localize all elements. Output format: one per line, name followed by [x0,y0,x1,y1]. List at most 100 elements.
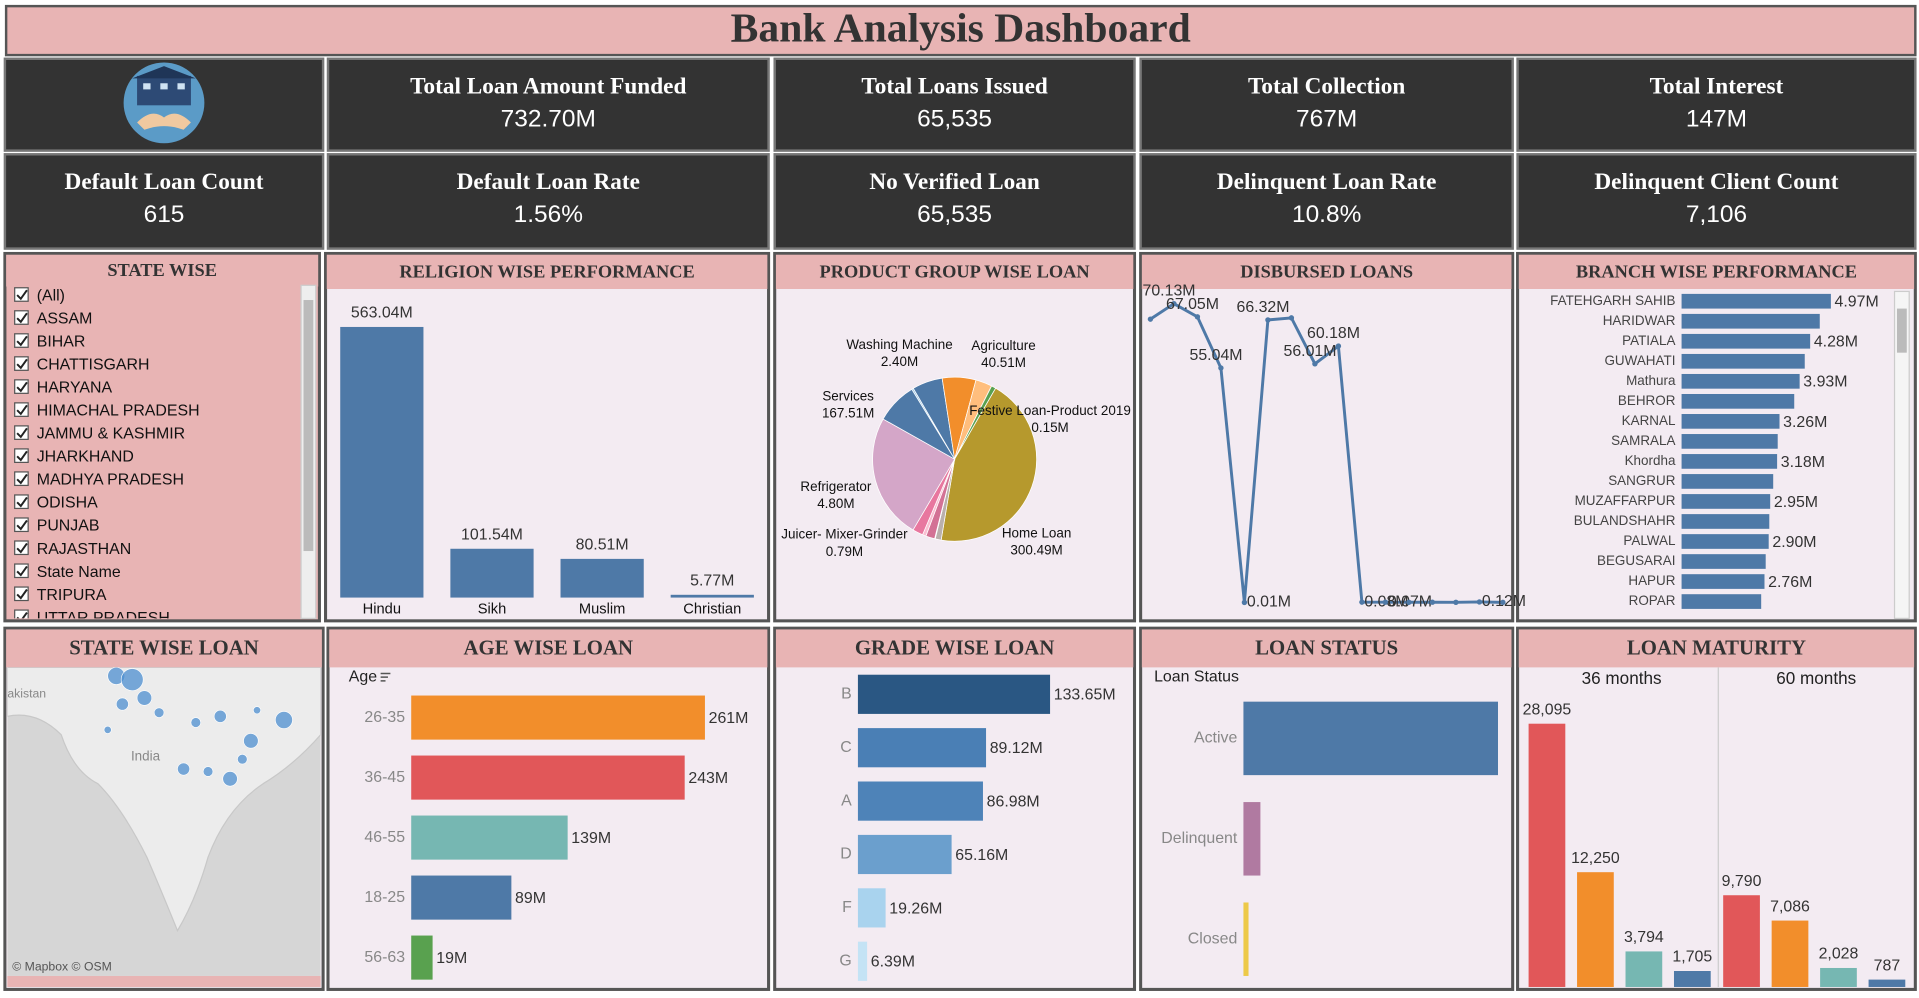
y-tick-label: A [841,792,852,809]
panel-header [1141,254,1512,289]
line-point [1429,599,1436,605]
check-mark [16,565,28,577]
y-tick-label: SAMRALA [1611,433,1675,448]
data-label: 80.51M [576,537,629,554]
scrollbar [1893,290,1910,620]
kpi-label: Total Interest [1650,73,1784,99]
kpi-box [326,153,770,250]
checkbox [14,448,29,463]
slice-value: 0.79M [826,544,863,559]
y-tick-label: F [842,899,852,916]
dashboard-title: Bank Analysis Dashboard [731,5,1191,51]
kpi-box [1139,57,1514,152]
bar [411,875,512,920]
map-bubble [237,754,248,765]
data-label: 261M [709,710,749,727]
kpi-label: Total Loan Amount Funded [410,73,686,99]
check-mark [16,519,28,531]
data-label: 89.12M [990,740,1043,757]
kpi-label: Default Loan Count [65,169,264,195]
map-bubble [253,706,261,715]
kpi-box [1516,57,1917,152]
y-tick-label: BULANDSHAHR [1574,513,1676,528]
x-tick-label: Hindu [363,602,401,618]
bar [340,326,424,598]
data-label: 3.26M [1783,414,1827,431]
data-label: 86.98M [987,794,1040,811]
data-label: 12,250 [1571,850,1620,867]
bar [857,728,987,768]
check-mark [16,588,28,600]
data-label: 66.32M [1236,299,1289,316]
sort-icon [380,672,391,682]
map-bubble [243,733,259,749]
slice-value: 2.40M [881,354,918,369]
line-point [1265,317,1271,323]
data-label: 55.04M [1189,347,1242,364]
line [1149,301,1503,604]
line-point [1288,315,1295,321]
line-point [1382,599,1389,605]
y-tick-label: ROPAR [1629,593,1676,608]
panel [3,251,321,623]
bar [857,674,1051,714]
kpi-value: 7,106 [1686,201,1747,228]
map-bubble [177,762,191,776]
data-label: 133.65M [1054,687,1116,704]
line-point [1335,343,1342,349]
kpi-label: Total Loans Issued [861,73,1048,99]
map: akistan India © Mapbox © OSM [7,667,321,976]
y-tick-label: FATEHGARH SAHIB [1550,293,1675,308]
line-point [1359,599,1365,605]
line-point [1500,599,1506,606]
slice-value: 167.51M [822,405,874,420]
data-label: 60.18M [1307,325,1360,342]
axis-title: Age [349,668,377,685]
panel-header [329,629,768,668]
bar-group: FATEHGARH SAHIB 4.97M HARIDWAR PATIALA 4.28M… [1550,293,1879,609]
checkbox [14,379,29,394]
check-mark [16,335,28,347]
kpi-box [773,153,1136,250]
kpi-value: 10.8% [1292,201,1361,228]
bar [1528,723,1566,987]
data-label: 2.95M [1774,494,1818,511]
x-tick-label: Sikh [478,602,507,618]
bar [1681,514,1770,529]
group-label: 36 months [1582,668,1662,688]
panel-header [326,254,768,289]
bar [450,548,534,598]
line-point [1218,365,1224,371]
state-item: ASSAM [37,311,93,328]
check-mark [16,358,28,370]
bar [1243,802,1261,876]
map-bubble [136,690,153,706]
slice-label: Home Loan [1002,525,1072,540]
data-label: 7,086 [1770,898,1810,915]
bar [411,695,705,740]
bar [560,558,644,598]
group-label: 60 months [1776,668,1856,688]
data-label: 65.16M [955,847,1008,864]
bar [1681,474,1774,489]
kpi-label: Delinquent Client Count [1594,169,1838,195]
bar [1243,701,1498,776]
slice-label: Festive Loan-Product 2019 [969,403,1131,418]
kpi-label: Total Collection [1248,73,1405,99]
slice-value: 0.15M [1031,420,1068,435]
panel-header [775,629,1134,668]
data-label: 56.01M [1283,343,1336,360]
slice-value: 40.51M [981,355,1026,370]
check-mark [16,473,28,485]
kpi-box [326,57,770,152]
bar [1681,373,1800,389]
data-label: 9,790 [1722,873,1762,890]
checkbox [14,494,29,510]
state-item: CHATTISGARH [37,357,150,374]
data-label: 139M [571,830,611,847]
bar [857,781,983,821]
kpi-label: Default Loan Rate [457,169,640,195]
state-item: BIHAR [37,334,86,351]
y-tick-label: 18-25 [364,889,405,906]
data-label: 4.28M [1814,334,1858,351]
